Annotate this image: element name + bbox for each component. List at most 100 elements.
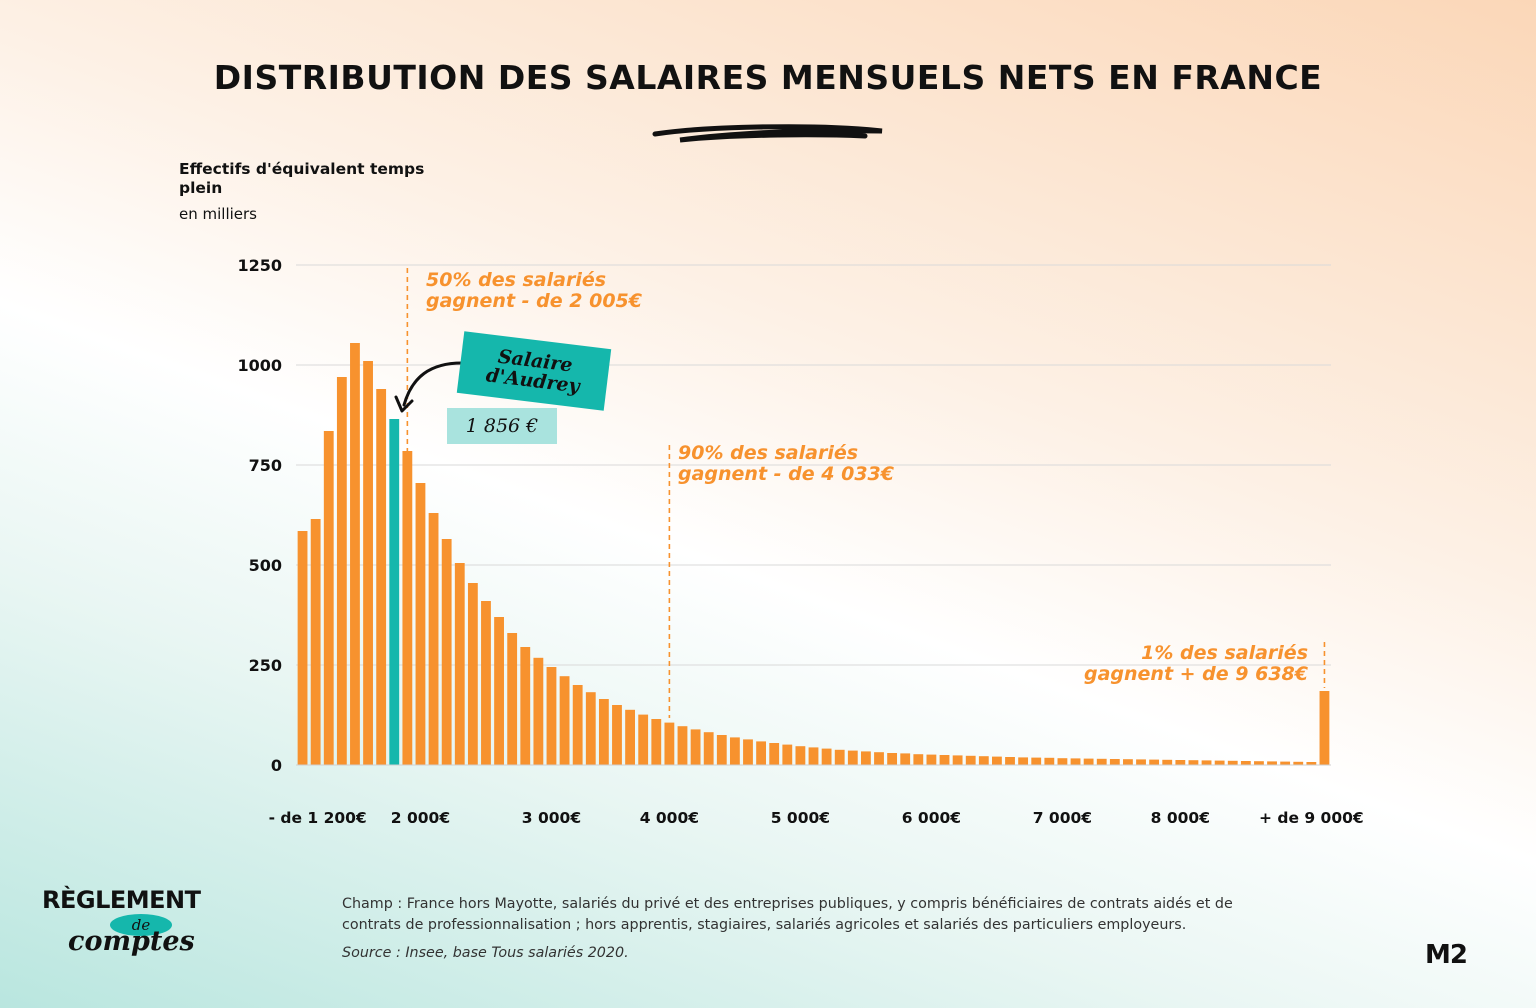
bar: [428, 513, 439, 765]
bar: [1240, 761, 1251, 765]
x-tick-label: 5 000€: [771, 809, 830, 827]
source-note: Source : Insee, base Tous salariés 2020.: [342, 945, 629, 961]
bar-highlight: [389, 419, 400, 765]
logo-word-reglement: RÈGLEMENT: [42, 886, 201, 914]
x-tick-label: - de 1 200€: [269, 809, 367, 827]
bar: [585, 692, 596, 765]
p99-annotation: 1% des salariés gagnent + de 9 638€: [1060, 643, 1308, 685]
x-tick-label: 8 000€: [1151, 809, 1210, 827]
x-tick-label: + de 9 000€: [1259, 809, 1364, 827]
bar: [651, 719, 662, 765]
bar: [559, 676, 570, 765]
bar: [546, 667, 557, 765]
bar: [1214, 760, 1225, 765]
audrey-salary-value: 1 856 €: [447, 408, 557, 444]
p99-annotation-line2: gagnent + de 9 638€: [1083, 663, 1308, 685]
brush-stroke-decoration: [652, 124, 883, 143]
bar: [310, 519, 321, 765]
bar: [494, 617, 504, 765]
bar: [297, 531, 308, 765]
chart-title: DISTRIBUTION DES SALAIRES MENSUELS NETS …: [213, 58, 1323, 97]
p90-annotation-line1: 90% des salariés: [678, 442, 859, 464]
bar: [677, 726, 688, 765]
bar: [821, 748, 832, 765]
bar: [612, 705, 622, 765]
x-tick-label: 7 000€: [1033, 809, 1092, 827]
bar: [376, 389, 387, 765]
bar: [467, 583, 478, 765]
bar: [1136, 759, 1146, 765]
bar: [1070, 758, 1081, 765]
bar: [978, 756, 989, 765]
bar: [323, 431, 334, 765]
bar: [939, 755, 950, 765]
bar: [520, 647, 531, 765]
x-tick-label: 4 000€: [640, 809, 699, 827]
median-annotation-line2: gagnent - de 2 005€: [426, 290, 642, 312]
bar: [900, 753, 911, 765]
y-tick-label: 1250: [237, 256, 282, 275]
bar: [1018, 757, 1029, 765]
scope-footnote: Champ : France hors Mayotte, salariés du…: [342, 896, 1233, 933]
p90-annotation: 90% des salariés gagnent - de 4 033€: [678, 443, 894, 485]
y-axis-unit: en milliers: [179, 205, 257, 223]
curved-arrow-icon: [394, 361, 464, 413]
bar: [1319, 691, 1330, 765]
bar: [1083, 758, 1094, 765]
bar: [743, 739, 753, 765]
bar: [965, 755, 976, 765]
bar: [625, 709, 635, 765]
bar: [808, 747, 819, 765]
y-axis-label: Effectifs d'équivalent temps plein: [179, 160, 425, 197]
bar: [887, 753, 898, 765]
bar: [533, 657, 544, 765]
logo-word-de: de: [110, 914, 172, 936]
bar: [716, 735, 727, 765]
bar: [926, 754, 937, 765]
bar: [874, 752, 884, 765]
y-tick-label: 750: [249, 456, 282, 475]
bar: [1031, 757, 1042, 765]
y-tick-label: 500: [249, 556, 282, 575]
bar: [1175, 760, 1186, 765]
bar: [1123, 759, 1133, 765]
bar: [1280, 761, 1291, 765]
bar: [1109, 759, 1120, 765]
y-tick-label: 0: [271, 756, 282, 775]
x-tick-label: 2 000€: [391, 809, 450, 827]
reglement-de-comptes-logo: RÈGLEMENT de comptes: [40, 886, 240, 976]
median-annotation: 50% des salariés gagnent - de 2 005€: [426, 270, 642, 312]
bar: [795, 746, 806, 765]
bar: [756, 741, 767, 765]
bar: [913, 754, 924, 765]
bar: [860, 751, 871, 765]
median-annotation-line1: 50% des salariés: [426, 269, 607, 291]
bar: [350, 343, 360, 765]
bar: [481, 601, 491, 765]
y-tick-label: 250: [249, 656, 282, 675]
p90-annotation-line2: gagnent - de 4 033€: [678, 463, 894, 485]
bar: [952, 755, 963, 765]
bar: [664, 722, 675, 765]
bar: [572, 685, 583, 765]
bar: [638, 714, 649, 765]
bar: [1254, 761, 1264, 765]
bar: [1096, 758, 1107, 765]
logo-word-comptes: comptes: [68, 926, 195, 957]
bar: [454, 563, 465, 765]
bar: [690, 729, 701, 765]
bar: [1057, 758, 1068, 765]
y-tick-label: 1000: [237, 356, 282, 375]
bar: [834, 749, 845, 765]
bar: [847, 750, 858, 765]
bar: [402, 451, 413, 765]
bar: [441, 539, 452, 765]
bar: [507, 633, 518, 765]
bar: [363, 361, 373, 765]
p99-annotation-line1: 1% des salariés: [1141, 642, 1308, 664]
bar: [1267, 761, 1277, 765]
bar: [782, 744, 793, 765]
bar: [1227, 760, 1238, 765]
bar: [336, 377, 347, 765]
